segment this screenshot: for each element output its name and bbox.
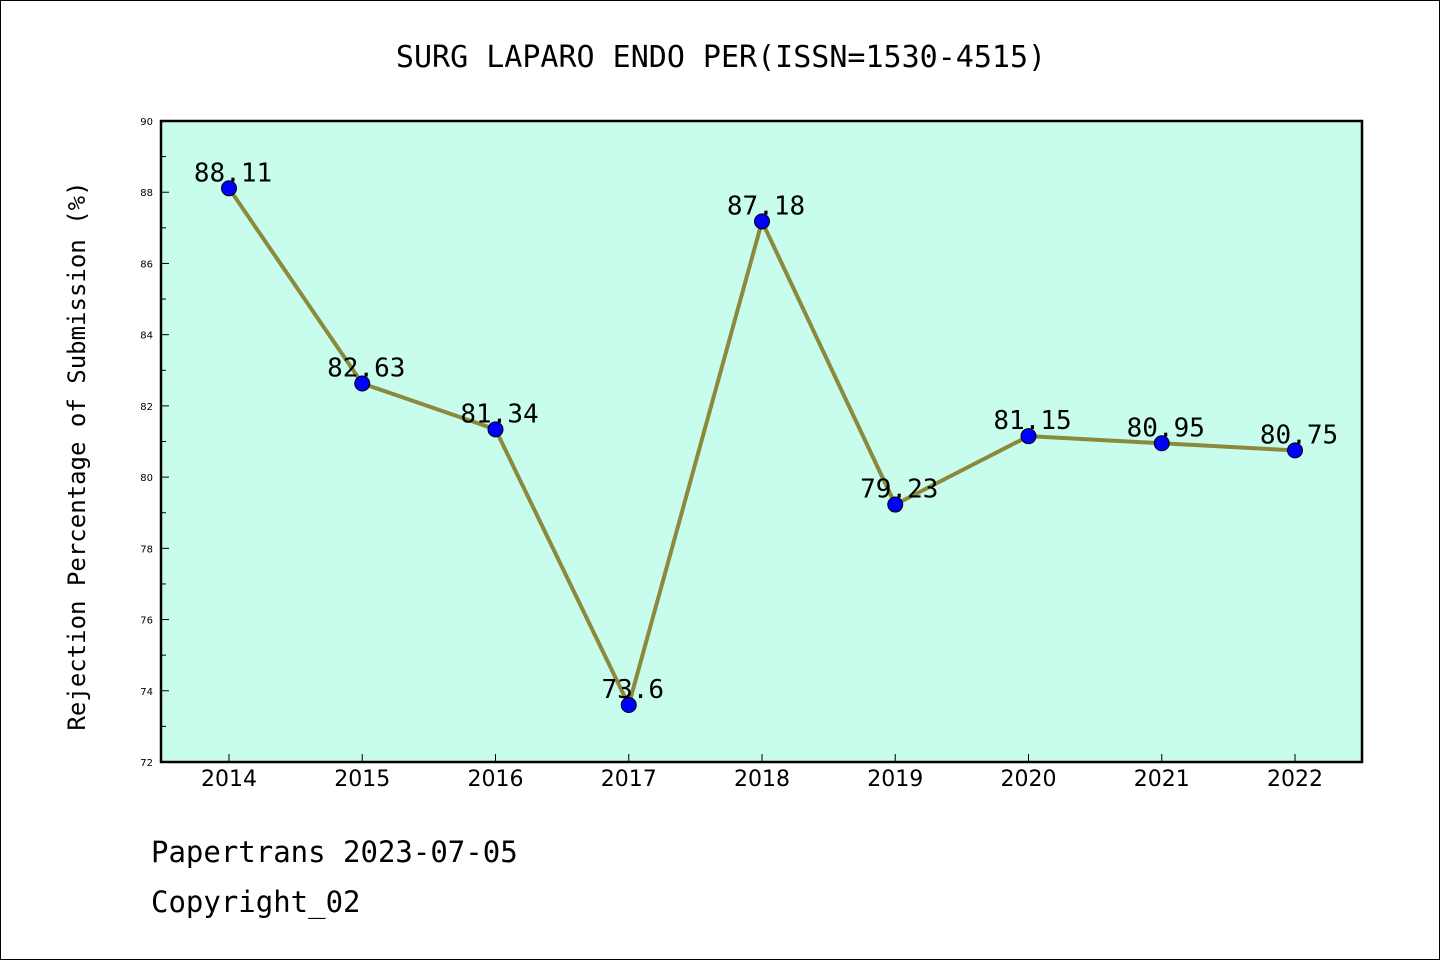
x-tick-label: 2017 xyxy=(601,767,657,792)
y-tick-label: 80 xyxy=(140,473,153,484)
x-tick-label: 2021 xyxy=(1134,767,1190,792)
x-tick-label: 2020 xyxy=(1001,767,1057,792)
data-point xyxy=(887,496,904,513)
data-point xyxy=(1020,428,1037,445)
data-label: 81.15 xyxy=(993,406,1071,436)
data-label: 82.63 xyxy=(327,353,405,383)
footer-copyright-line: Copyright_02 xyxy=(151,885,361,919)
x-tick-label: 2014 xyxy=(201,767,257,792)
x-tick-label: 2018 xyxy=(734,767,790,792)
y-tick-label: 76 xyxy=(140,616,153,627)
x-tick-label: 2015 xyxy=(334,767,390,792)
x-axis: 2014 2015 2016 2017 2018 2019 2020 2021 2022 xyxy=(201,754,1323,792)
data-label: 80.95 xyxy=(1127,413,1205,443)
footer-date-line: Papertrans 2023-07-05 xyxy=(151,835,518,869)
y-tick-label: 88 xyxy=(140,188,153,199)
x-tick-label: 2022 xyxy=(1267,767,1323,792)
y-tick-label: 86 xyxy=(140,259,153,270)
data-point xyxy=(754,213,770,230)
data-label: 73.6 xyxy=(601,675,664,705)
y-tick-label: 72 xyxy=(140,758,153,769)
data-point xyxy=(1153,435,1170,452)
y-tick-label: 78 xyxy=(140,544,153,555)
series-layer: 88.11 82.63 81.34 73.6 87.18 79.23 81.15 80.95 8… xyxy=(194,158,1338,714)
y-tick-label: 90 xyxy=(140,117,153,128)
data-point xyxy=(354,375,371,392)
data-label: 81.34 xyxy=(460,399,538,429)
chart-title: SURG LAPARO ENDO PER(ISSN=1530-4515) xyxy=(396,40,1046,75)
y-axis: 72 74 76 78 80 82 84 86 88 90 xyxy=(140,117,169,769)
x-tick-label: 2019 xyxy=(867,767,923,792)
data-label: 87.18 xyxy=(727,191,805,221)
data-point xyxy=(487,421,504,438)
data-point xyxy=(620,697,637,714)
data-point xyxy=(221,180,237,197)
data-label: 88.11 xyxy=(194,158,272,188)
y-tick-label: 82 xyxy=(140,402,153,413)
data-point xyxy=(1287,442,1303,459)
x-tick-label: 2016 xyxy=(468,767,524,792)
y-tick-label: 74 xyxy=(140,687,153,698)
y-tick-label: 84 xyxy=(140,331,153,342)
data-label: 79.23 xyxy=(860,475,938,505)
y-axis-label: Rejection Percentage of Submission (%) xyxy=(63,181,91,730)
data-label: 80.75 xyxy=(1260,420,1338,450)
